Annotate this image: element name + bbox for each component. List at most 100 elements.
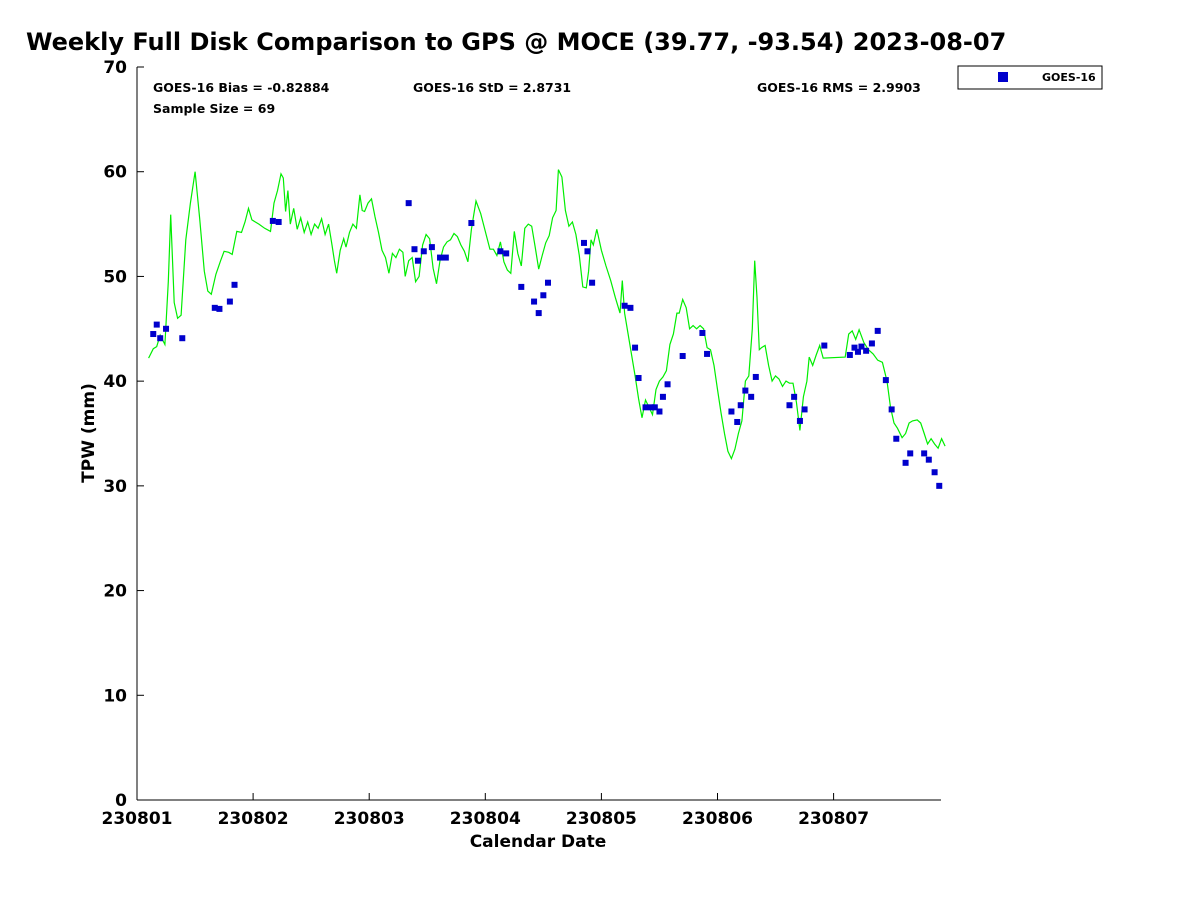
x-tick-label: 230807 [798, 809, 869, 829]
x-tick-label: 230803 [334, 809, 405, 829]
goes-point [627, 304, 634, 311]
chart-title: Weekly Full Disk Comparison to GPS @ MOC… [26, 28, 1007, 56]
goes-point [231, 281, 238, 288]
goes-point [535, 310, 542, 317]
y-tick-label: 60 [103, 163, 127, 183]
legend-box [957, 65, 1103, 90]
y-tick-label: 50 [103, 267, 127, 287]
goes-point [854, 348, 861, 355]
std-stat: GOES-16 StD = 2.8731 [413, 80, 571, 95]
goes-point [734, 418, 741, 425]
goes-point [801, 406, 808, 413]
goes-point [728, 408, 735, 415]
goes-point [642, 404, 649, 411]
goes-point [153, 321, 160, 328]
goes-point [679, 353, 686, 360]
goes-point [704, 350, 711, 357]
goes-point [863, 347, 870, 354]
goes-point [648, 404, 655, 411]
goes-point [656, 408, 663, 415]
goes-point [874, 327, 881, 334]
goes-point [931, 469, 938, 476]
y-tick-label: 20 [103, 582, 127, 602]
x-tick-label: 230801 [102, 809, 173, 829]
x-tick-label: 230804 [450, 809, 521, 829]
goes-point [420, 248, 427, 255]
gps-series [148, 169, 946, 461]
goes-point [752, 373, 759, 380]
goes-point [659, 393, 666, 400]
goes-point [786, 402, 793, 409]
legend-label-goes-16: GOES-16 [1042, 71, 1096, 84]
goes-point [664, 381, 671, 388]
goes-point [442, 254, 449, 261]
goes-point [150, 331, 157, 338]
goes-point [621, 302, 628, 309]
goes-point [414, 257, 421, 264]
goes-point [748, 393, 755, 400]
legend: GOES-16 [957, 65, 1103, 90]
goes-point [468, 220, 475, 227]
goes-point [157, 335, 164, 342]
axes: 0 10 20 30 40 50 60 70 230801 230802 230803 230804 2… [102, 58, 941, 829]
x-axis-label: Calendar Date [470, 832, 607, 852]
legend-marker-goes-16 [998, 72, 1008, 82]
sample-size-stat: Sample Size = 69 [153, 101, 275, 116]
y-tick-label: 70 [103, 58, 127, 78]
goes-point [635, 375, 642, 382]
goes-point [902, 459, 909, 466]
goes-point [882, 377, 889, 384]
goes-point [216, 305, 223, 312]
y-tick-label: 40 [103, 372, 127, 392]
goes-point [226, 298, 233, 305]
goes-point [893, 435, 900, 442]
goes-point [428, 244, 435, 251]
goes-point [791, 393, 798, 400]
goes-point [269, 217, 276, 224]
goes-point [503, 250, 510, 257]
goes-point [846, 351, 853, 358]
goes-point [936, 482, 943, 489]
goes-point [531, 298, 538, 305]
goes-point [163, 325, 170, 332]
goes-point [211, 304, 218, 311]
y-axis-label: TPW (mm) [79, 383, 99, 483]
x-tick-label: 230805 [566, 809, 637, 829]
goes-point [925, 456, 932, 463]
goes-point [179, 335, 186, 342]
goes-point [821, 342, 828, 349]
goes-series [150, 200, 943, 489]
goes-point [742, 387, 749, 394]
goes-point [275, 218, 282, 225]
y-tick-label: 0 [115, 791, 127, 811]
goes-point [540, 292, 547, 299]
goes-point [584, 248, 591, 255]
y-tick-label: 10 [103, 686, 127, 706]
goes-point [411, 246, 418, 253]
goes-point [651, 404, 658, 411]
goes-point [888, 406, 895, 413]
goes-point [405, 200, 412, 207]
y-tick-label: 30 [103, 477, 127, 497]
goes-point [699, 329, 706, 336]
gps-line [148, 169, 946, 461]
goes-point [737, 402, 744, 409]
goes-point [796, 417, 803, 424]
goes-point [580, 239, 587, 246]
goes-point [868, 340, 875, 347]
bias-stat: GOES-16 Bias = -0.82884 [153, 80, 330, 95]
goes-point [544, 279, 551, 286]
goes-point [518, 283, 525, 290]
goes-point [497, 248, 504, 255]
stats-annotations: GOES-16 Bias = -0.82884 GOES-16 StD = 2.… [153, 80, 921, 116]
x-tick-label: 230806 [682, 809, 753, 829]
goes-point [851, 344, 858, 351]
goes-point [632, 344, 639, 351]
rms-stat: GOES-16 RMS = 2.9903 [757, 80, 921, 95]
goes-point [858, 343, 865, 350]
goes-point [437, 254, 444, 261]
goes-point [921, 450, 928, 457]
goes-point [907, 450, 914, 457]
goes-point [589, 279, 596, 286]
